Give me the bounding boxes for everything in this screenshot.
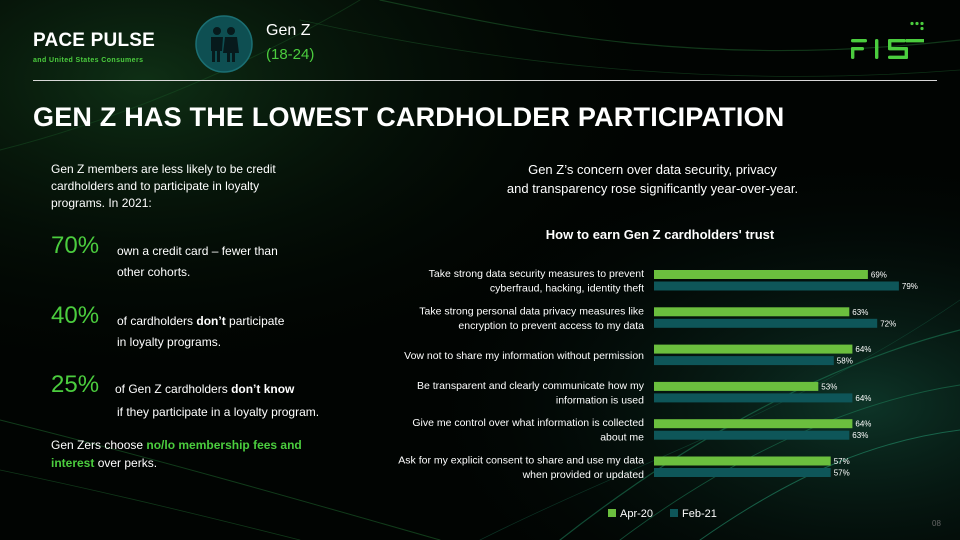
stat-text: other cohorts. [117,265,191,279]
stat-text: in loyalty programs. [117,335,222,349]
category-label: Vow not to share my information without … [404,350,644,362]
intro-text: Gen Z members are less likely to be cred… [51,162,276,210]
legend-swatch [608,509,616,517]
category-label: Give me control over what information is… [412,417,644,429]
bar [654,281,899,291]
gen-z-people-icon [195,15,253,73]
brand-subtitle: and United States Consumers [33,57,144,64]
category-label: when provided or updated [522,469,645,481]
legend-label: Apr-20 [620,508,653,520]
bar [654,307,850,317]
data-label: 63% [852,431,868,440]
bar [654,270,868,279]
category-label: Be transparent and clearly communicate h… [417,380,645,392]
concern-text: Gen Z’s concern over data security, priv… [460,160,845,198]
header-divider [33,80,937,81]
stat-emphasis: don’t know [231,382,295,396]
category-label: encryption to prevent access to my data [458,320,644,332]
data-label: 64% [855,420,871,429]
legend-swatch [670,509,678,517]
data-label: 79% [902,282,918,291]
concern-line: Gen Z’s concern over data security, priv… [528,162,777,177]
data-label: 58% [837,357,853,366]
page-number: 08 [932,519,941,528]
category-label: information is used [556,394,644,406]
stat-emphasis: don’t [196,314,226,328]
data-label: 64% [855,345,871,354]
data-label: 57% [834,457,850,466]
segment-name: Gen Z [266,22,311,39]
category-label: Take strong data security measures to pr… [429,268,644,280]
legend-label: Feb-21 [682,508,717,520]
brand-block: PACE PULSE and United States Consumers [33,30,155,64]
page-headline: GEN Z HAS THE LOWEST CARDHOLDER PARTICIP… [33,102,785,132]
bar [654,419,853,429]
chart-title: How to earn Gen Z cardholders' trust [545,227,775,242]
fis-logo [851,21,924,59]
data-label: 57% [834,469,850,478]
data-label: 69% [871,271,887,280]
data-label: 64% [855,394,871,403]
bar [654,430,850,440]
bar [654,344,853,354]
stat-text: if they participate in a loyalty program… [117,405,320,419]
category-label: Ask for my explicit consent to share and… [398,455,644,467]
data-label: 53% [821,382,837,391]
category-label: cyberfraud, hacking, identity theft [490,283,644,295]
bar [654,318,878,328]
stat-text: of cardholders don’t participate [117,314,285,328]
closing-text: Gen Zers choose no/lo membership fees an… [51,438,302,470]
data-label: 72% [880,319,896,328]
concern-line: and transparency rose significantly year… [506,181,799,196]
bar [654,356,834,366]
stat-text: of Gen Z cardholders don’t know [115,382,295,396]
bar [654,393,853,403]
data-label: 63% [852,308,868,317]
category-label: about me [600,432,644,444]
stat-pct: 70% [51,232,100,259]
category-label: Take strong personal data privacy measur… [419,305,644,317]
brand-title: PACE PULSE [33,30,156,51]
bar [654,468,831,477]
stat-pct: 25% [51,371,100,398]
bar [654,381,819,391]
segment-age-range: (18-24) [266,46,315,63]
stat-text: own a credit card – fewer than [117,244,278,258]
closing-highlight: no/lo membership fees and interest [51,438,302,470]
bar [654,456,831,466]
stat-pct: 40% [51,302,100,329]
